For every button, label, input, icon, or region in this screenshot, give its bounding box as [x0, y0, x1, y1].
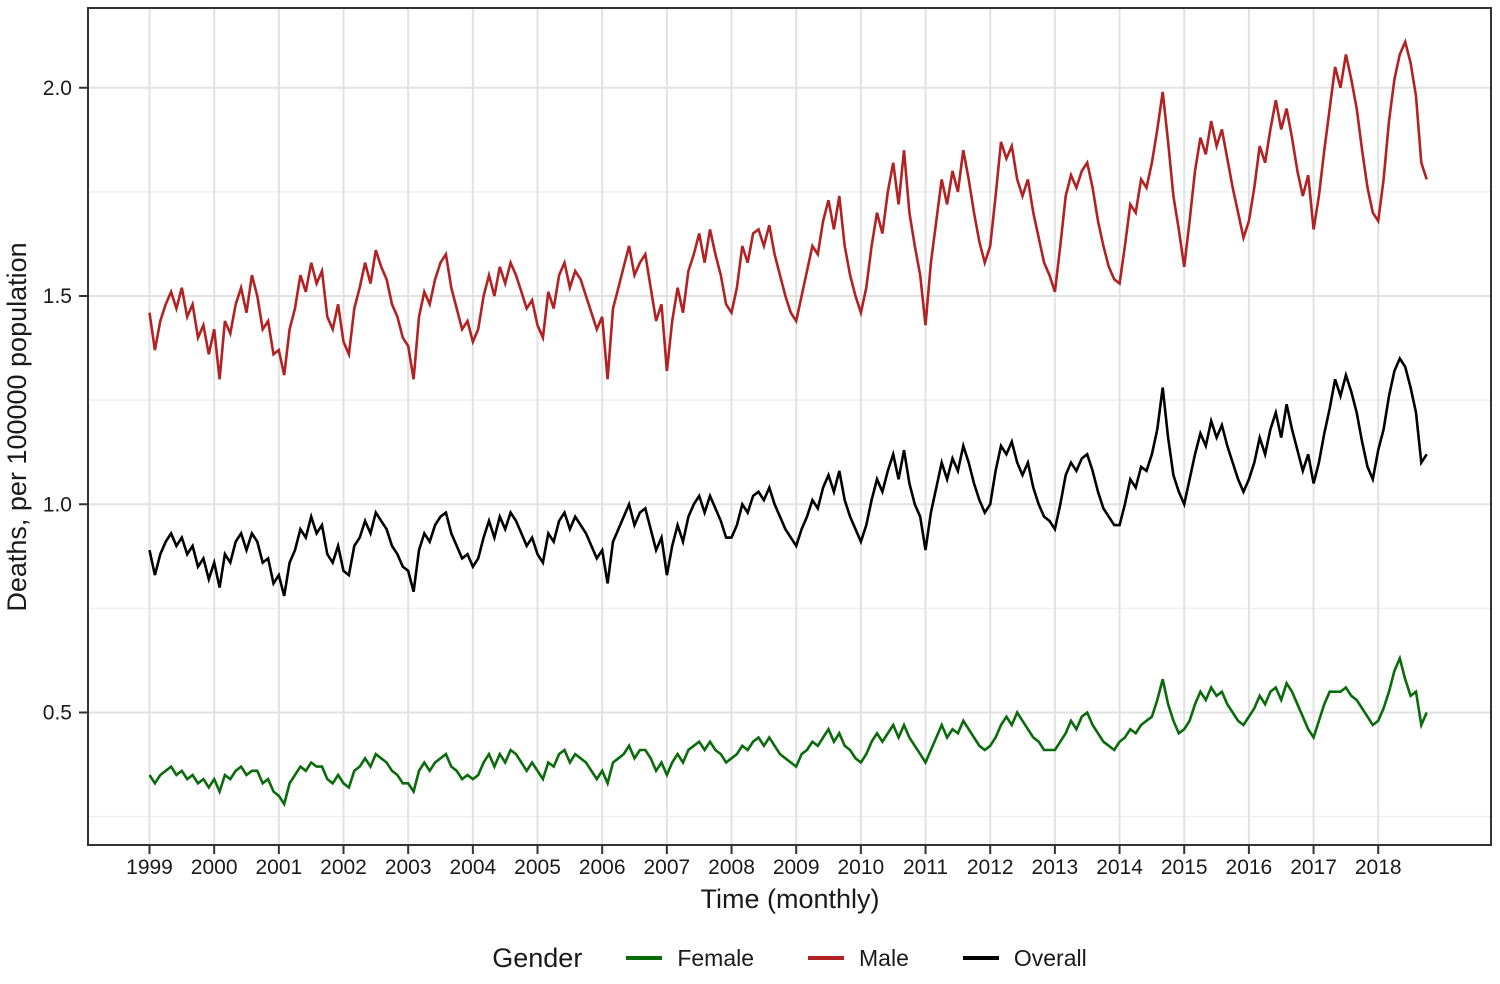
legend-label-male: Male — [859, 944, 909, 971]
male-line-key-icon — [808, 956, 845, 960]
series-line-male — [148, 37, 1428, 380]
female-line-key-icon — [626, 956, 663, 960]
legend-label-overall: Overall — [1013, 944, 1087, 971]
x-tick-label: 2016 — [1226, 856, 1273, 879]
x-tick-label: 2005 — [514, 856, 561, 879]
x-tick-label: 2017 — [1290, 856, 1337, 879]
x-tick-label: 2010 — [838, 856, 885, 879]
x-tick-label: 2018 — [1355, 856, 1402, 879]
series-lines — [148, 37, 1428, 808]
x-tick-label: 2013 — [1032, 856, 1079, 879]
panel-border — [87, 7, 1492, 846]
x-axis-tick-labels: 1999 2000 2001 2002 2003 2004 2005 2006 2007 2008… — [126, 856, 1401, 879]
legend-label-female: Female — [677, 944, 755, 971]
legend: Gender Female Male Overall — [88, 936, 1491, 980]
grid-minor-lines — [88, 191, 1491, 818]
legend-item-male: Male — [808, 945, 909, 972]
x-tick-label: 2004 — [449, 856, 496, 879]
grid-major-lines — [88, 8, 1491, 845]
chart-svg: 1999 2000 2001 2002 2003 2004 2005 2006 2007 2008… — [2, 7, 1492, 914]
legend-item-overall: Overall — [962, 944, 1087, 972]
x-tick-label: 2007 — [644, 856, 691, 879]
x-axis-title: Time (monthly) — [700, 884, 879, 914]
x-tick-label: 2001 — [255, 856, 302, 879]
x-tick-label: 2009 — [773, 856, 820, 879]
x-tick-label: 2015 — [1161, 856, 1208, 879]
y-tick-label: 0.5 — [43, 702, 72, 725]
y-axis-tick-labels: 0.5 1.0 1.5 2.0 — [43, 77, 72, 725]
x-tick-label: 2006 — [579, 856, 626, 879]
y-tick-label: 1.5 — [43, 285, 72, 308]
overall-line-key-icon — [962, 956, 999, 960]
x-tick-label: 2014 — [1096, 856, 1143, 879]
x-tick-label: 2003 — [385, 856, 432, 879]
x-tick-label: 2002 — [320, 856, 367, 879]
y-tick-label: 2.0 — [43, 77, 72, 100]
y-tick-label: 1.0 — [43, 493, 72, 516]
series-line-female — [148, 654, 1428, 808]
axis-ticks — [79, 86, 1380, 854]
legend-item-female: Female — [626, 945, 754, 972]
x-tick-label: 2000 — [191, 856, 238, 879]
x-tick-label: 1999 — [126, 856, 173, 879]
legend-title: Gender — [492, 942, 583, 973]
y-axis-title: Deaths, per 100000 population — [2, 242, 32, 611]
x-tick-label: 2012 — [967, 856, 1014, 879]
x-tick-label: 2011 — [903, 856, 948, 879]
x-tick-label: 2008 — [708, 856, 755, 879]
series-line-overall — [148, 355, 1428, 597]
